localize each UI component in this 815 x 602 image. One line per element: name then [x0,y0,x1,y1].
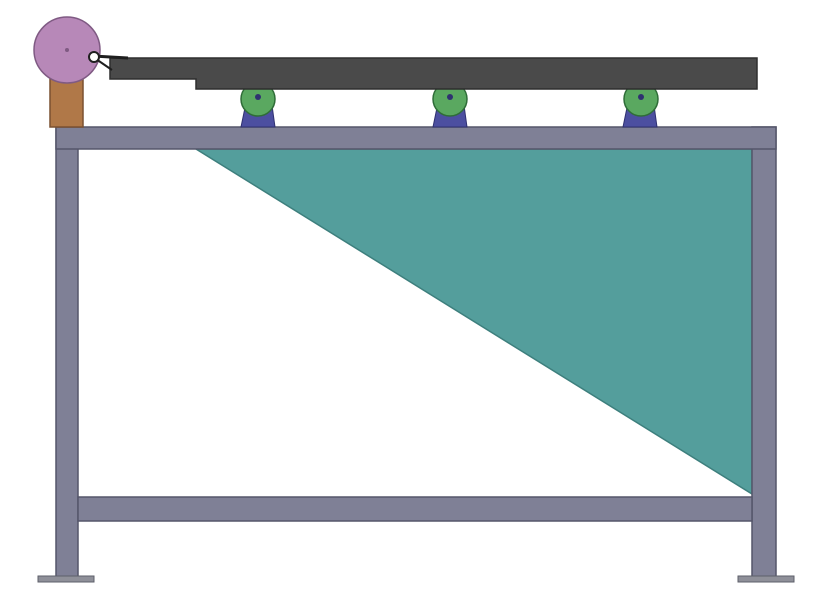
roller-pin [447,94,453,100]
frame-top-beam [55,126,777,150]
roller-support-3 [622,81,659,128]
left-foot-plate [37,575,95,583]
frame-left-post [55,126,79,578]
roller-pin [638,94,644,100]
sliding-rail [109,57,758,90]
frame-bottom-beam [77,496,753,522]
roller-pin [255,94,261,100]
motor-mount-block [49,78,84,128]
frame-right-post [751,126,777,578]
crank-pin-icon [88,51,100,63]
right-foot-plate [737,575,795,583]
drive-link-lower [95,58,113,71]
motor-hub [65,48,69,52]
triangular-panel [193,148,753,496]
